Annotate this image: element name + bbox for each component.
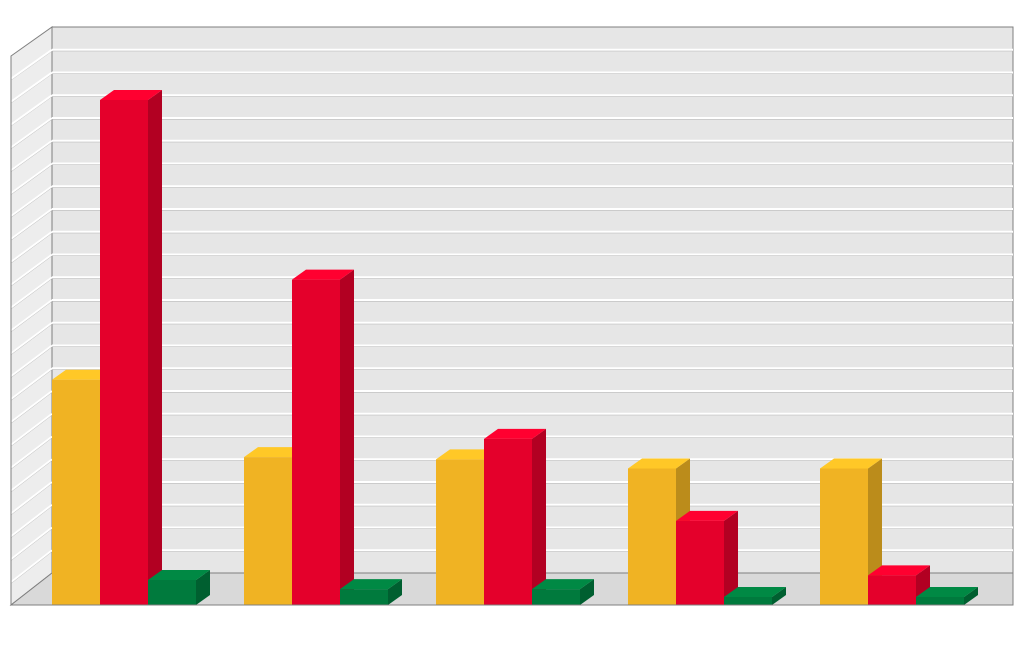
bar-chart-3d xyxy=(0,0,1024,649)
bar-side xyxy=(340,270,354,605)
bar-front xyxy=(676,521,724,605)
bar-front xyxy=(628,469,676,606)
bar-front xyxy=(292,280,340,605)
bar-front xyxy=(52,380,100,605)
bar-front xyxy=(532,589,580,605)
bar-front xyxy=(724,597,772,605)
bar-front xyxy=(484,439,532,605)
bar-front xyxy=(916,597,964,605)
bar-front xyxy=(244,457,292,605)
bar-front xyxy=(100,100,148,605)
chart-svg xyxy=(0,0,1024,649)
bar-front xyxy=(148,580,196,605)
bar-front xyxy=(820,469,868,606)
bar-front xyxy=(868,575,916,605)
bar-side xyxy=(532,429,546,605)
bar-side xyxy=(148,90,162,605)
bar-front xyxy=(436,459,484,605)
bar-front xyxy=(340,589,388,605)
